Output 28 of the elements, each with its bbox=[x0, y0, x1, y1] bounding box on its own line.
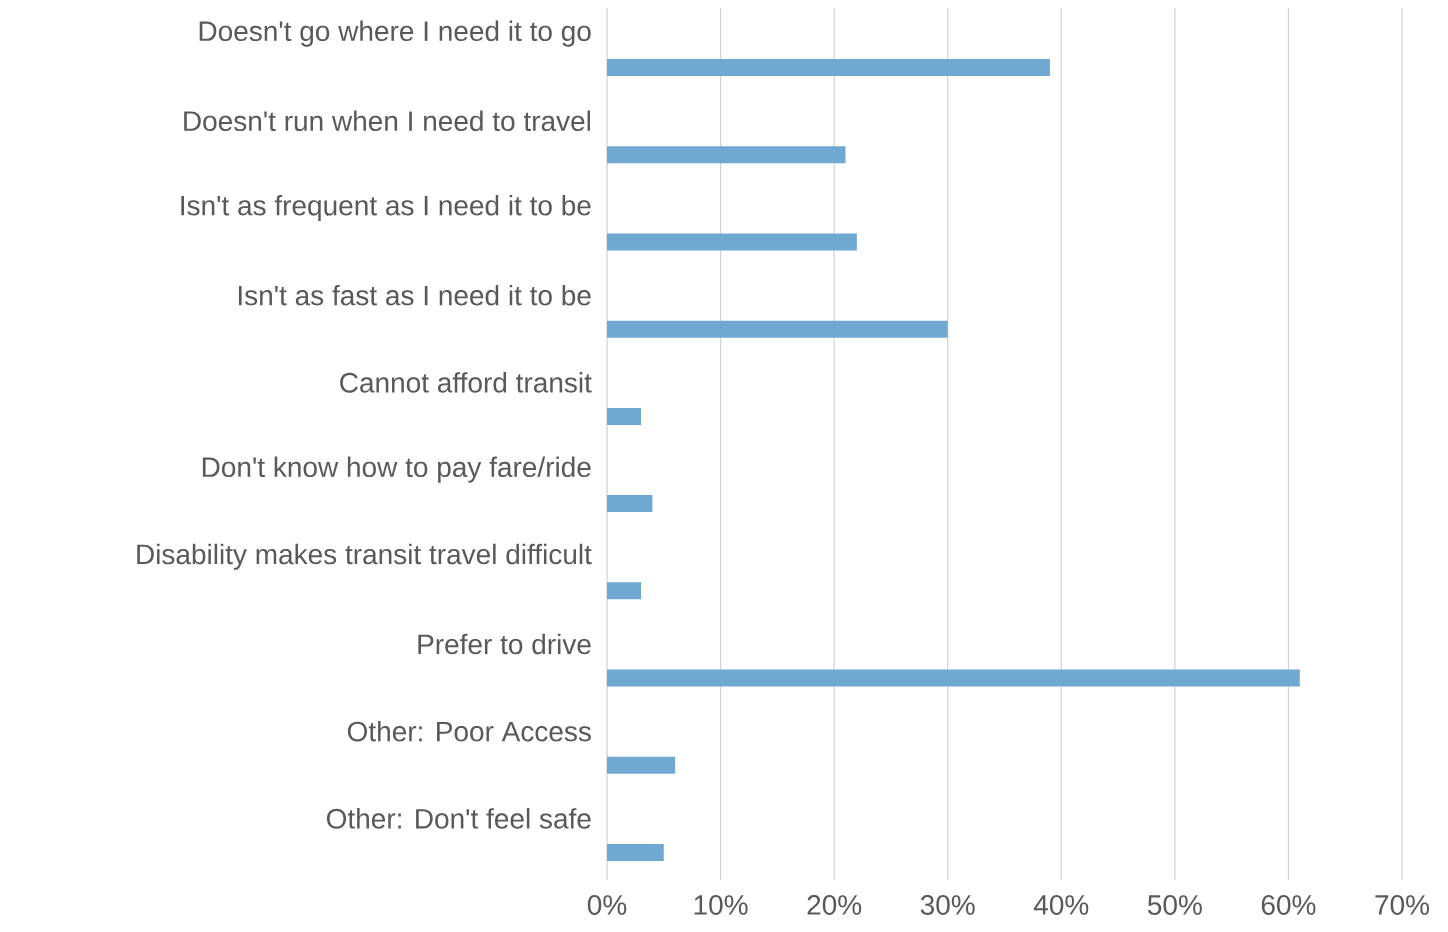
bar bbox=[607, 495, 653, 513]
bar bbox=[607, 320, 948, 338]
y-tick-label: Other: Poor Access bbox=[347, 720, 591, 742]
bar bbox=[607, 582, 642, 600]
y-tick-label: Doesn't go where I need it to go bbox=[199, 20, 591, 47]
bar bbox=[607, 233, 857, 251]
bar bbox=[607, 407, 642, 425]
x-tick-label: 0% bbox=[587, 895, 627, 915]
x-tick-label: 70% bbox=[1375, 895, 1430, 915]
y-tick-label: Isn't as fast as I need it to be bbox=[238, 284, 591, 306]
x-tick-label: 30% bbox=[920, 895, 975, 915]
y-tick-label: Other: Don't feel safe bbox=[326, 808, 591, 829]
x-tick-label: 50% bbox=[1147, 895, 1202, 915]
x-tick-label: 40% bbox=[1033, 895, 1089, 915]
bar bbox=[607, 669, 1300, 687]
x-tick-label: 20% bbox=[807, 895, 862, 915]
bar bbox=[607, 756, 676, 774]
y-tick-label: Prefer to drive bbox=[418, 633, 591, 655]
bar bbox=[607, 59, 1050, 77]
y-tick-label: Cannot afford transit bbox=[340, 372, 592, 393]
x-tick-label: 60% bbox=[1261, 895, 1316, 915]
x-tick-label: 10% bbox=[694, 895, 748, 915]
y-tick-label: Isn't as frequent as I need it to be bbox=[181, 194, 591, 222]
y-tick-label: Disability makes transit travel difficult bbox=[137, 543, 592, 570]
bar bbox=[607, 843, 664, 861]
y-tick-label: Don't know how to pay fare/ride bbox=[202, 456, 591, 483]
bar bbox=[607, 146, 846, 164]
y-tick-label: Doesn't run when I need to travel bbox=[184, 110, 591, 132]
